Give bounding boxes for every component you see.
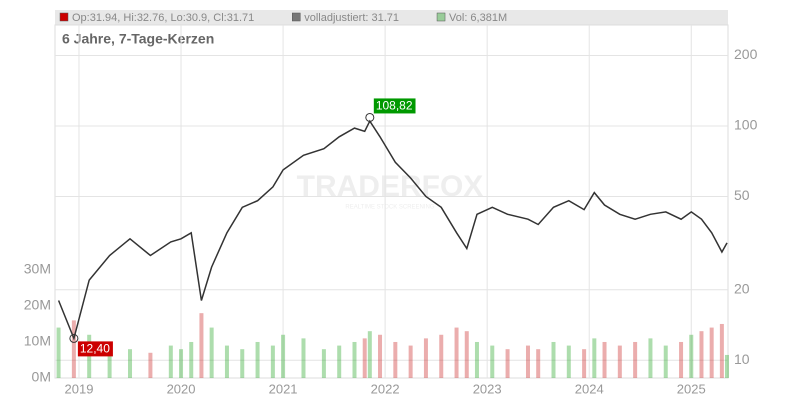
watermark: TRADERFOX bbox=[297, 170, 484, 203]
volume-bar bbox=[566, 345, 571, 378]
extreme-label: 12,40 bbox=[80, 342, 110, 356]
extreme-label-box bbox=[77, 341, 113, 357]
watermark-tagline: REALTIME STOCK SCREENING bbox=[345, 205, 434, 211]
volume-bar bbox=[602, 341, 607, 378]
legend-band bbox=[55, 10, 728, 25]
volume-bar bbox=[255, 341, 260, 378]
y-tick-label: 20 bbox=[734, 280, 750, 296]
volume-bar bbox=[87, 334, 92, 378]
volume-bar bbox=[592, 338, 597, 378]
volume-bar bbox=[281, 334, 286, 378]
volume-bar bbox=[699, 331, 704, 378]
volume-bar bbox=[490, 345, 495, 378]
volume-bar bbox=[719, 323, 724, 378]
volume-bar bbox=[362, 338, 367, 378]
volume-bar bbox=[551, 341, 556, 378]
volume-bar bbox=[423, 338, 428, 378]
x-tick-label: 2021 bbox=[269, 381, 298, 396]
x-tick-label: 2019 bbox=[65, 381, 94, 396]
volume-bar bbox=[128, 349, 133, 378]
volume-bar bbox=[337, 345, 342, 378]
price-line bbox=[57, 119, 728, 341]
y2-tick-label: 30M bbox=[24, 261, 51, 277]
volume-bar bbox=[536, 349, 541, 378]
volume-bar bbox=[107, 341, 112, 378]
volume-bar bbox=[439, 334, 444, 378]
volume-bar bbox=[689, 334, 694, 378]
y2-tick-label: 0M bbox=[32, 369, 51, 385]
volume-bar bbox=[454, 327, 459, 378]
volume-bar bbox=[663, 345, 668, 378]
legend-swatch bbox=[292, 12, 301, 22]
legend-swatch bbox=[59, 12, 69, 22]
volume-bar bbox=[505, 349, 510, 378]
volume-bar bbox=[709, 327, 714, 378]
chart-title: 6 Jahre, 7-Tage-Kerzen bbox=[62, 31, 214, 47]
x-tick-label: 2022 bbox=[371, 381, 400, 396]
volume-bar bbox=[209, 327, 214, 378]
volume-bar bbox=[168, 345, 173, 378]
y-tick-label: 10 bbox=[734, 351, 750, 367]
volume-bar bbox=[301, 338, 306, 378]
volume-bar bbox=[199, 313, 204, 378]
y-tick-label: 200 bbox=[734, 46, 758, 62]
y-tick-label: 50 bbox=[734, 187, 750, 203]
volume-bar bbox=[189, 341, 194, 378]
volume-bar bbox=[179, 349, 184, 378]
volume-bar bbox=[617, 345, 622, 378]
volume-bar bbox=[724, 354, 729, 378]
volume-bar bbox=[525, 345, 530, 378]
volume-bar bbox=[367, 331, 372, 378]
volume-bar bbox=[56, 327, 61, 378]
legend-label: Vol: 6,381M bbox=[449, 12, 507, 24]
extreme-label-box bbox=[373, 98, 416, 114]
volume-bar bbox=[148, 352, 153, 378]
volume-bar bbox=[474, 341, 479, 378]
volume-bar bbox=[352, 341, 357, 378]
volume-bar bbox=[378, 334, 383, 378]
volume-bar bbox=[71, 320, 76, 378]
x-tick-label: 2023 bbox=[473, 381, 502, 396]
x-tick-label: 2025 bbox=[677, 381, 706, 396]
extreme-marker bbox=[69, 333, 79, 343]
volume-bar bbox=[224, 345, 229, 378]
y-tick-label: 100 bbox=[734, 117, 758, 133]
plot-frame bbox=[54, 24, 729, 379]
legend-label: Op:31.94, Hi:32.76, Lo:30.9, Cl:31.71 bbox=[72, 12, 254, 24]
volume-bar bbox=[240, 349, 245, 378]
volume-bar bbox=[393, 341, 398, 378]
volume-bar bbox=[321, 349, 326, 378]
x-tick-label: 2020 bbox=[167, 381, 196, 396]
volume-bar bbox=[633, 341, 638, 378]
y2-tick-label: 20M bbox=[24, 297, 51, 313]
extreme-label: 108,82 bbox=[376, 99, 413, 113]
volume-bar bbox=[464, 331, 469, 378]
volume-bar bbox=[648, 338, 653, 378]
legend-label: volladjustiert: 31.71 bbox=[304, 12, 399, 24]
volume-bar bbox=[270, 345, 275, 378]
x-tick-label: 2024 bbox=[575, 381, 604, 396]
volume-bar bbox=[408, 345, 413, 378]
volume-bar bbox=[582, 349, 587, 378]
extreme-marker bbox=[365, 112, 375, 122]
y2-tick-label: 10M bbox=[24, 333, 51, 349]
legend-swatch bbox=[436, 12, 446, 22]
volume-bar bbox=[679, 341, 684, 378]
